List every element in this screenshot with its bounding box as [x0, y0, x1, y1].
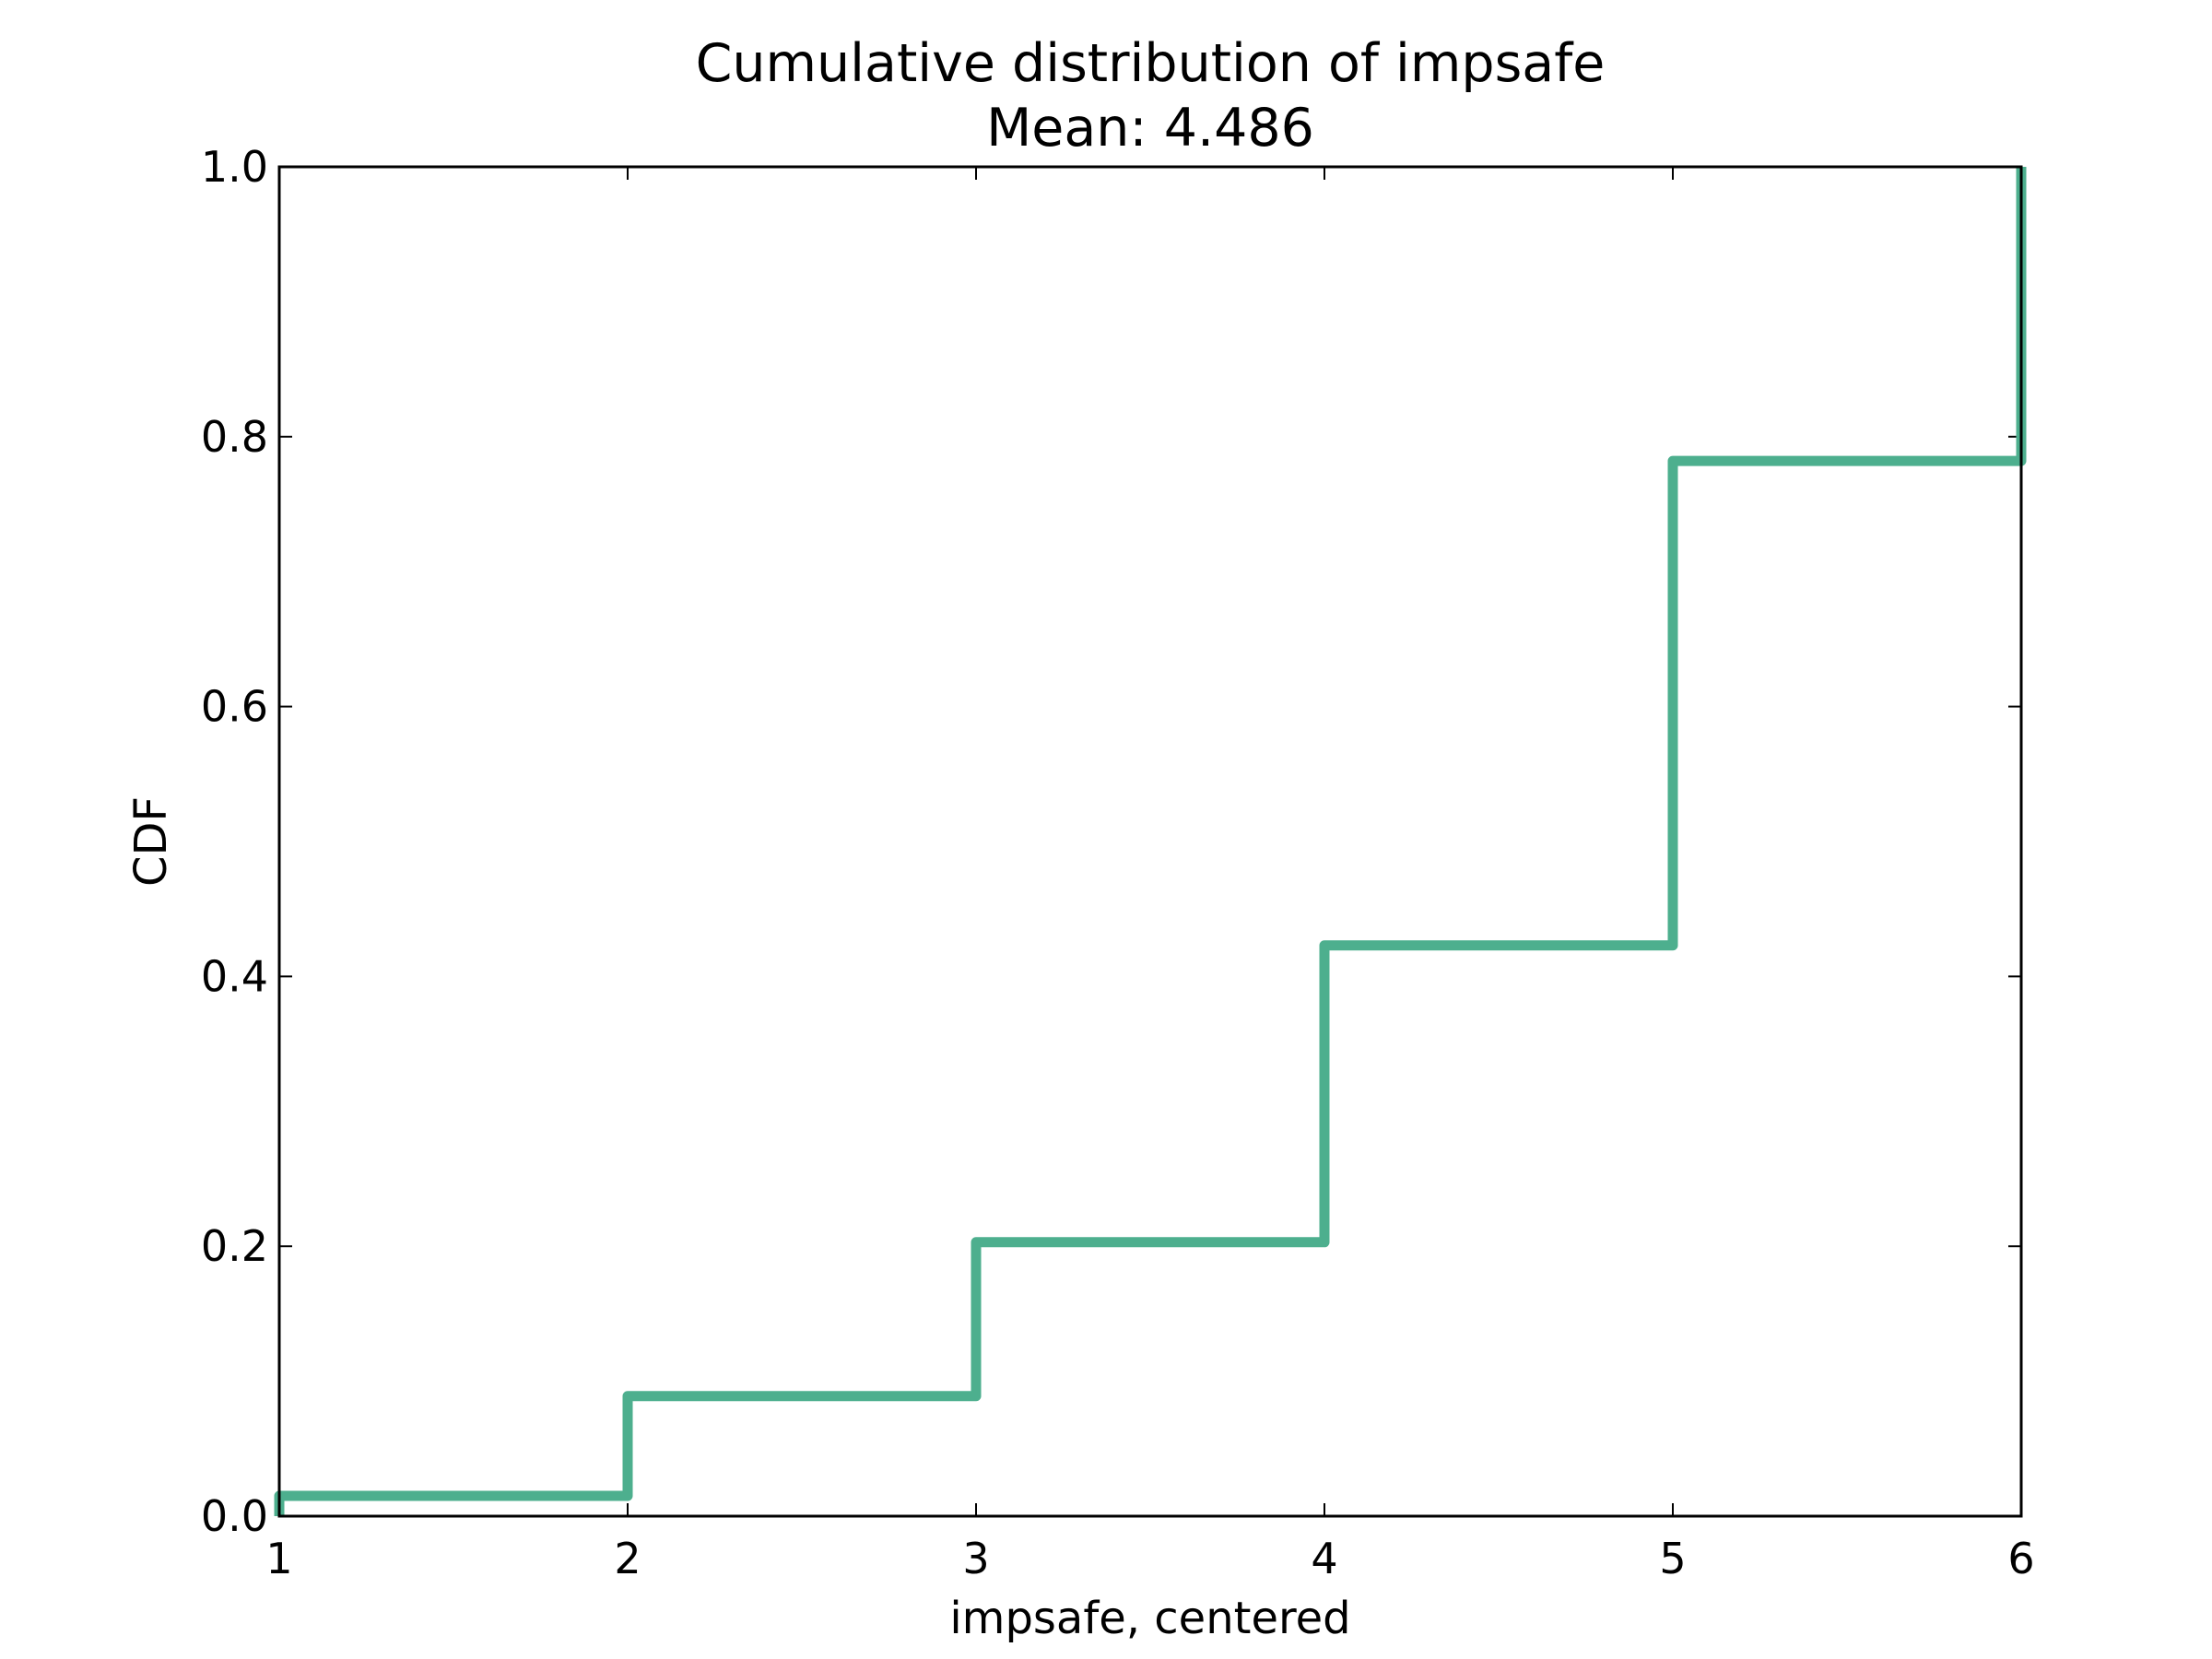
x-tick-label: 4 — [1311, 1534, 1337, 1583]
chart-title: Cumulative distribution of impsafe — [696, 33, 1606, 94]
x-tick-label: 1 — [265, 1534, 292, 1583]
x-tick-label: 6 — [2007, 1534, 2034, 1583]
y-tick-label: 0.6 — [201, 682, 268, 732]
y-tick-label: 0.0 — [201, 1491, 268, 1541]
y-tick-label: 0.4 — [201, 951, 268, 1001]
y-axis-label: CDF — [125, 796, 177, 887]
x-tick-label: 5 — [1659, 1534, 1686, 1583]
y-tick-label: 1.0 — [201, 142, 268, 192]
plot-frame — [277, 165, 2023, 1518]
chart-subtitle: Mean: 4.486 — [986, 98, 1314, 159]
x-axis-label: impsafe, centered — [949, 1593, 1350, 1644]
x-tick-label: 3 — [962, 1534, 989, 1583]
tick-labels: 1 2 3 4 5 6 0.0 0.2 0.4 0.6 0.8 1.0 — [201, 142, 2035, 1583]
y-tick-label: 0.2 — [201, 1221, 268, 1271]
axis-ticks — [278, 166, 2022, 1517]
y-tick-label: 0.8 — [201, 412, 268, 462]
cdf-step-line — [274, 167, 2027, 1516]
x-tick-label: 2 — [614, 1534, 641, 1583]
data-series — [274, 167, 2027, 1516]
